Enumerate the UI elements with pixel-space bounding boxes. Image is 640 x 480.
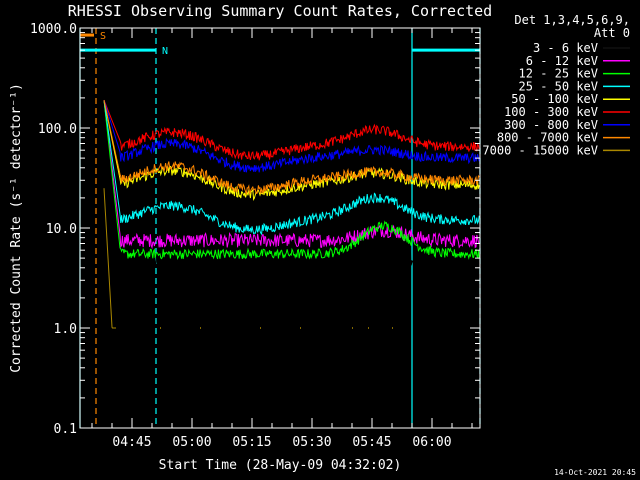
x-tick-label: 04:45 [112, 435, 151, 450]
y-tick-label: 10.0 [46, 222, 77, 237]
y-tick-label: 1000.0 [30, 22, 77, 37]
legend-header-line-2: Att 0 [594, 26, 630, 40]
x-tick-label: 05:15 [232, 435, 271, 450]
legend-label-7: 800 - 7000 keV [497, 131, 598, 145]
series-line-6 [103, 99, 480, 173]
y-tick-label: 1.0 [54, 322, 77, 337]
x-axis-label: Start Time (28-May-09 04:32:02) [159, 458, 402, 473]
flag-label: N [162, 46, 168, 57]
x-axis: 04:45 05:00 05:15 05:30 05:45 06:00 [91, 28, 473, 450]
legend-header-line-1: Det 1,3,4,5,6,9, [514, 13, 630, 27]
x-tick-label: 06:00 [412, 435, 451, 450]
series-line-4 [103, 100, 480, 202]
legend-label-8: 7000 - 15000 keV [482, 143, 598, 157]
series-line-7 [103, 99, 480, 195]
legend-label-5: 100 - 300 keV [504, 105, 598, 119]
y-tick-label: 0.1 [54, 422, 77, 437]
series-layer [103, 99, 480, 329]
legend-label-2: 12 - 25 keV [519, 67, 598, 81]
legend-label-0: 3 - 6 keV [533, 41, 598, 55]
y-axis-label: Corrected Count Rate (s⁻¹ detector⁻¹) [9, 83, 24, 373]
legend-label-6: 300 - 800 keV [504, 118, 598, 132]
y-axis: 0.1 1.0 10.0 100.0 1000.0 [30, 22, 480, 437]
x-tick-label: 05:45 [352, 435, 391, 450]
series-line-3 [103, 100, 480, 236]
y-tick-label: 100.0 [38, 122, 77, 137]
flag-label: S [100, 31, 106, 42]
series-line-5 [103, 99, 480, 161]
x-tick-label: 05:30 [292, 435, 331, 450]
chart-title: RHESSI Observing Summary Count Rates, Co… [68, 2, 492, 20]
legend-label-3: 25 - 50 keV [519, 79, 598, 93]
series-line-0 [103, 100, 480, 275]
legend-label-1: 6 - 12 keV [526, 54, 598, 68]
footer-timestamp: 14-Oct-2021 20:45 [554, 468, 636, 477]
series-line-2 [103, 100, 480, 261]
series-line-8 [103, 188, 116, 329]
x-tick-label: 05:00 [172, 435, 211, 450]
legend-label-4: 50 - 100 keV [511, 92, 598, 106]
series-line-1 [103, 100, 480, 250]
